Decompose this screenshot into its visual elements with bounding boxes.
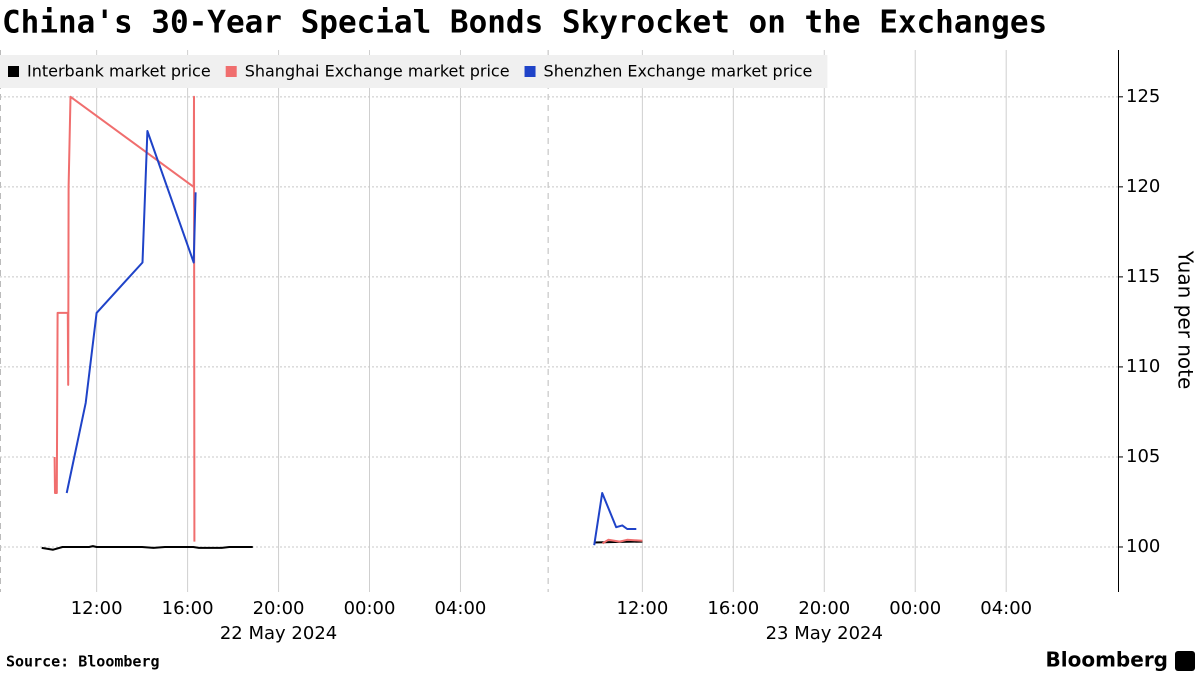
y-tick-label: 115 — [1126, 266, 1160, 287]
legend-label: Shenzhen Exchange market price — [544, 62, 813, 81]
x-tick-label: 12:00 — [71, 598, 123, 619]
y-tick-label: 100 — [1126, 536, 1160, 557]
x-group-label: 22 May 2024 — [220, 623, 337, 644]
x-tick-label: 16:00 — [162, 598, 214, 619]
x-tick-label: 04:00 — [435, 598, 487, 619]
x-tick-label: 16:00 — [707, 598, 759, 619]
series-line — [53, 95, 643, 545]
x-tick-label: 20:00 — [798, 598, 850, 619]
series-line — [41, 540, 643, 551]
brand: Bloomberg — [1046, 648, 1168, 672]
x-tick-label: 20:00 — [253, 598, 305, 619]
y-tick-label: 120 — [1126, 176, 1160, 197]
source: Source: Bloomberg — [6, 653, 160, 671]
x-group-label: 23 May 2024 — [766, 623, 883, 644]
legend-label: Interbank market price — [27, 62, 211, 81]
legend-swatch — [225, 66, 237, 77]
x-tick-label: 04:00 — [980, 598, 1032, 619]
legend-background — [0, 55, 828, 88]
y-axis-title: Yuan per note — [1174, 250, 1198, 390]
x-tick-label: 12:00 — [616, 598, 668, 619]
legend-swatch — [8, 66, 19, 77]
chart-title: China's 30-Year Special Bonds Skyrocket … — [2, 5, 1047, 41]
legend-swatch — [524, 66, 536, 77]
y-tick-label: 110 — [1126, 356, 1160, 377]
y-tick-label: 125 — [1126, 86, 1160, 107]
y-tick-label: 105 — [1126, 446, 1160, 467]
x-tick-label: 00:00 — [344, 598, 396, 619]
brand-icon — [1175, 651, 1195, 671]
x-tick-label: 00:00 — [889, 598, 941, 619]
series-line — [65, 130, 637, 546]
legend-label: Shanghai Exchange market price — [245, 62, 510, 81]
